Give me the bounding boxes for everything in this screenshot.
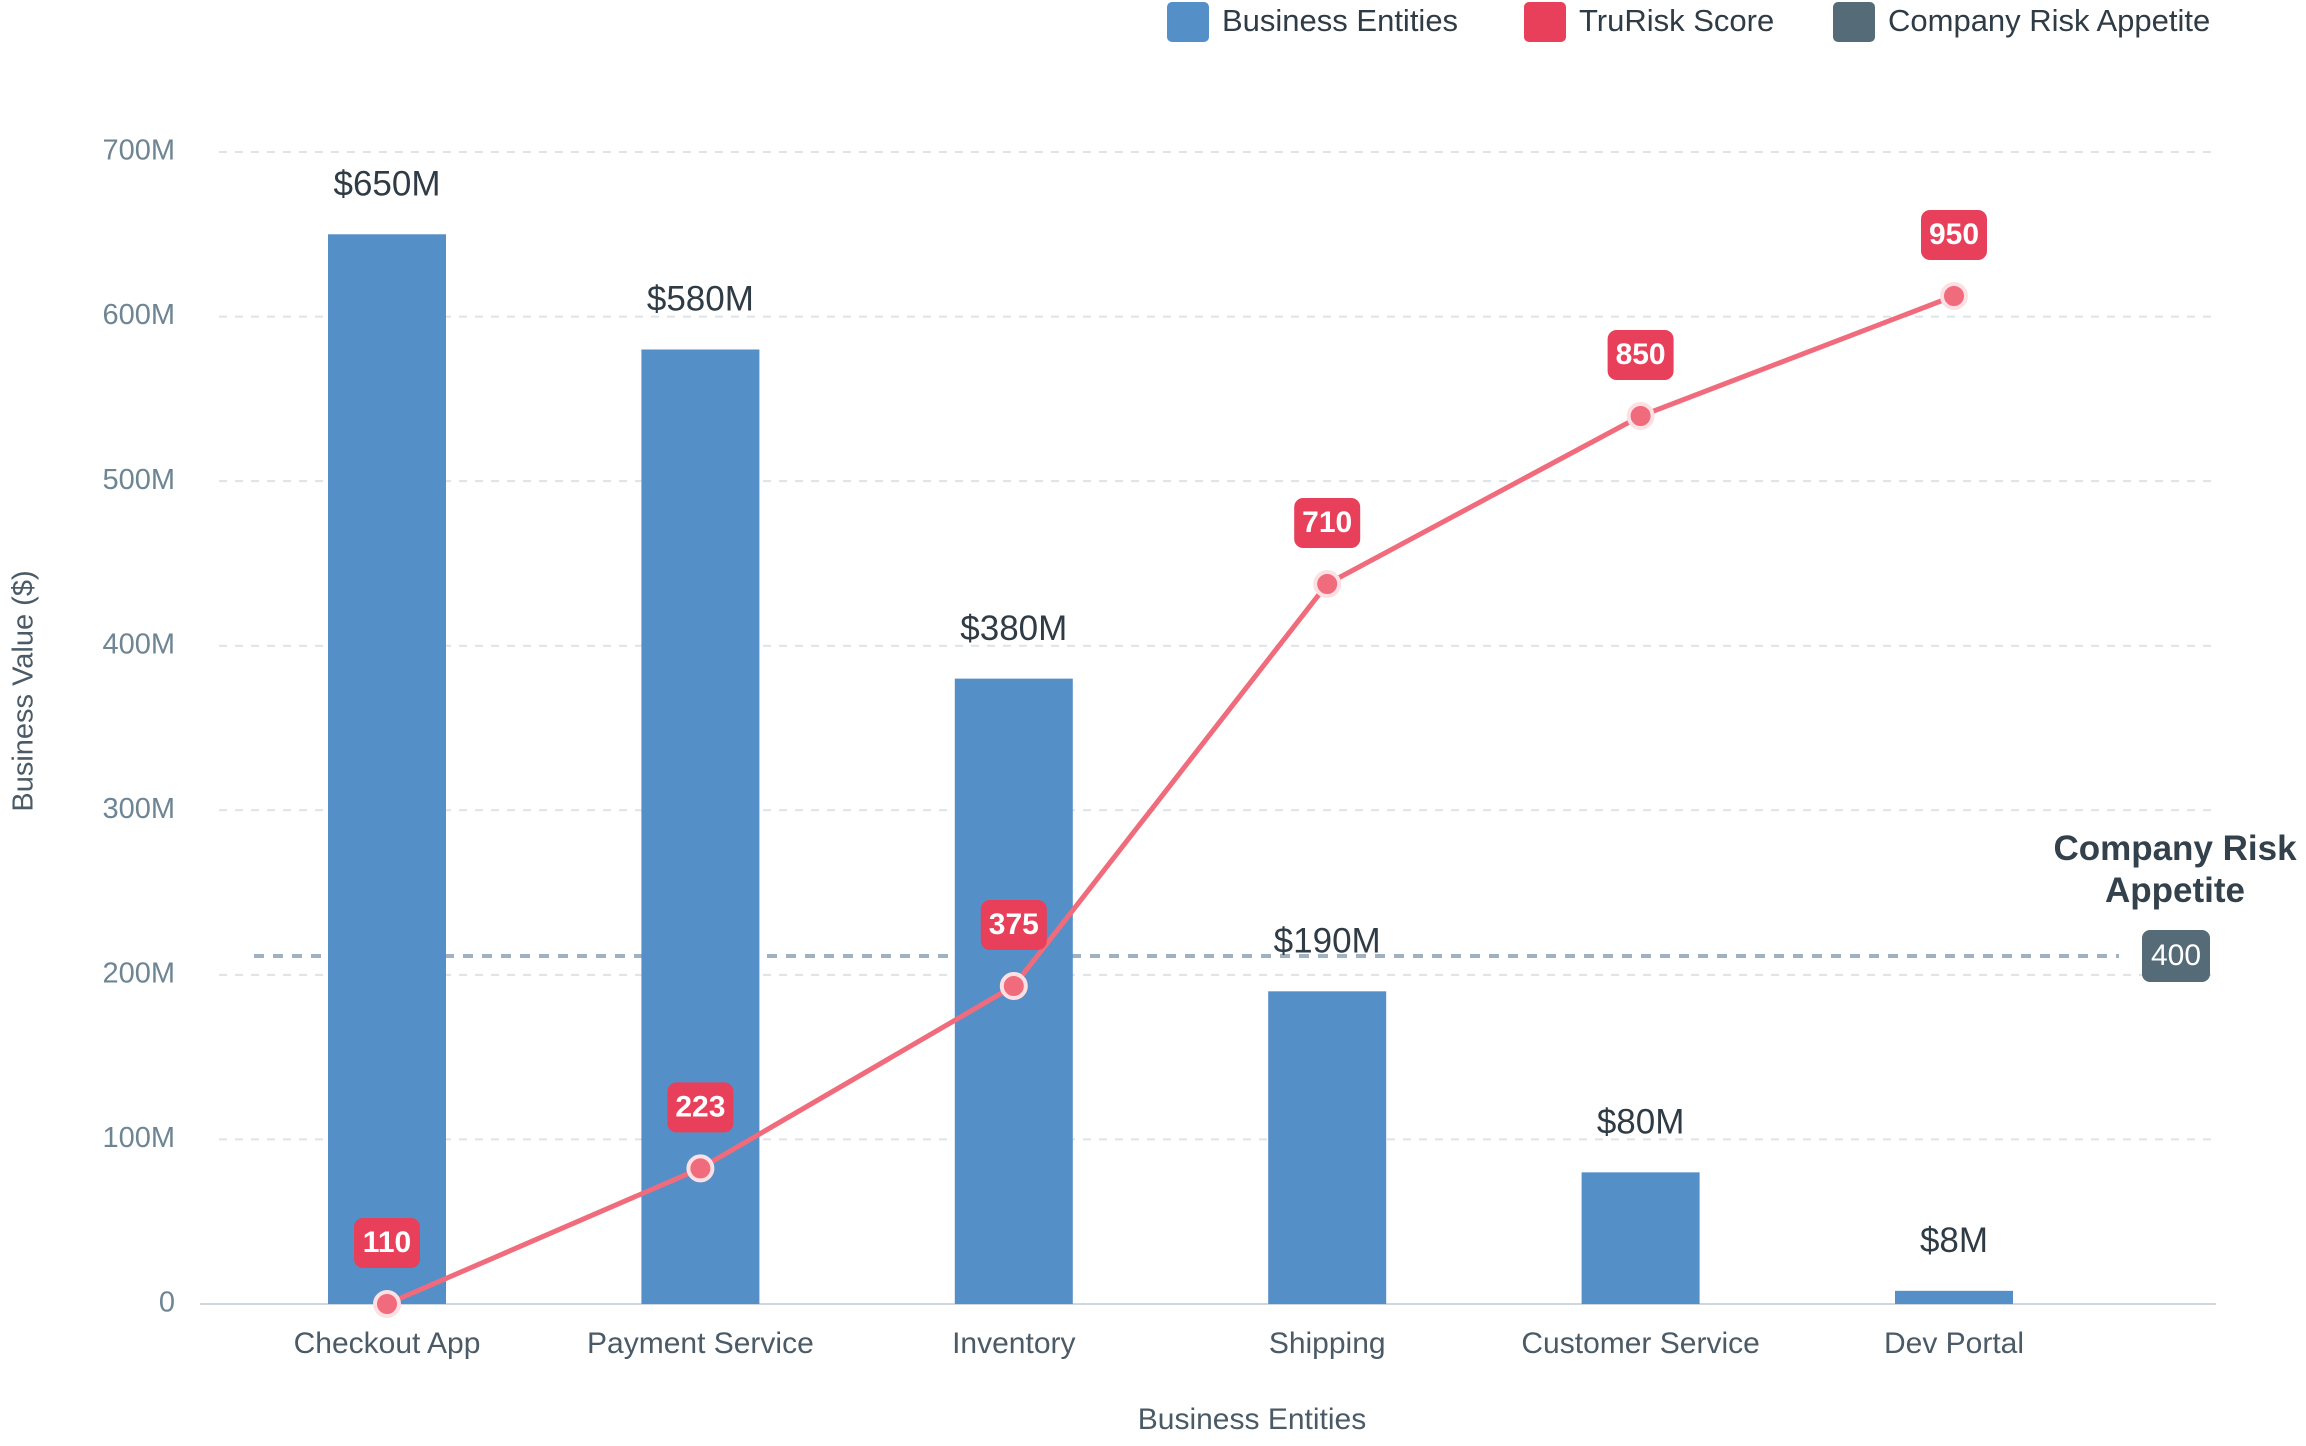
risk-label-badge <box>980 900 1047 950</box>
bar-value-label: $80M <box>1597 1103 1685 1142</box>
y-tick-label: 400M <box>102 628 175 660</box>
risk-label: 223 <box>675 1090 725 1123</box>
y-tick-label: 100M <box>102 1122 175 1154</box>
risk-appetite-annotation: Company Risk Appetite <box>2053 829 2297 910</box>
risk-label-badge <box>1607 330 1674 380</box>
y-tick-label: 0 <box>159 1287 175 1319</box>
risk-label: 110 <box>363 1226 411 1259</box>
bar <box>1581 1172 1700 1304</box>
x-tick-label: Inventory <box>952 1327 1075 1360</box>
risk-point <box>1940 282 1968 310</box>
legend-label: Business Entities <box>1222 3 1458 38</box>
risk-point <box>999 972 1028 1000</box>
risk-point <box>1313 570 1342 598</box>
risk-appetite-value: 400 <box>2151 939 2201 972</box>
risk-label: 375 <box>989 908 1039 941</box>
bar-value-label: $190M <box>1274 922 1381 961</box>
legend-swatch <box>1167 2 1209 42</box>
bar <box>1268 991 1387 1304</box>
bar-value-label: $650M <box>333 165 440 204</box>
risk-point <box>373 1290 401 1318</box>
risk-point <box>686 1154 715 1183</box>
y-axis-title: Business Value ($) <box>8 570 40 811</box>
y-tick-label: 200M <box>102 958 175 990</box>
bar <box>1895 1290 2013 1304</box>
y-tick-label: 600M <box>102 299 175 331</box>
y-tick-label: 500M <box>102 464 175 496</box>
risk-label-badge <box>1921 210 1987 260</box>
risk-label: 950 <box>1929 218 1979 251</box>
bar-value-label: $380M <box>960 609 1067 648</box>
y-tick-label: 700M <box>102 135 175 167</box>
risk-appetite-badge <box>2142 930 2210 982</box>
legend-label: Company Risk Appetite <box>1888 3 2210 38</box>
bar-value-label: $8M <box>1920 1221 1988 1260</box>
bar <box>328 234 446 1304</box>
legend-label: TruRisk Score <box>1579 3 1774 38</box>
x-tick-label: Dev Portal <box>1884 1327 2024 1360</box>
risk-label: 850 <box>1616 338 1666 371</box>
risk-label-badge <box>667 1082 734 1133</box>
legend-swatch <box>1833 2 1875 42</box>
y-tick-label: 300M <box>102 793 175 825</box>
risk-line <box>386 293 1955 1307</box>
bar-value-label: $580M <box>647 280 754 319</box>
risk-label: 710 <box>1302 506 1352 539</box>
risk-point <box>1626 402 1655 430</box>
x-axis-title: Business Entities <box>1138 1403 1366 1436</box>
x-tick-label: Checkout App <box>294 1327 481 1360</box>
x-tick-label: Payment Service <box>587 1327 814 1360</box>
risk-label-badge <box>354 1218 420 1268</box>
legend-swatch <box>1524 2 1566 42</box>
x-tick-label: Customer Service <box>1521 1327 1759 1360</box>
x-tick-label: Shipping <box>1269 1327 1386 1360</box>
risk-label-badge <box>1294 498 1361 548</box>
